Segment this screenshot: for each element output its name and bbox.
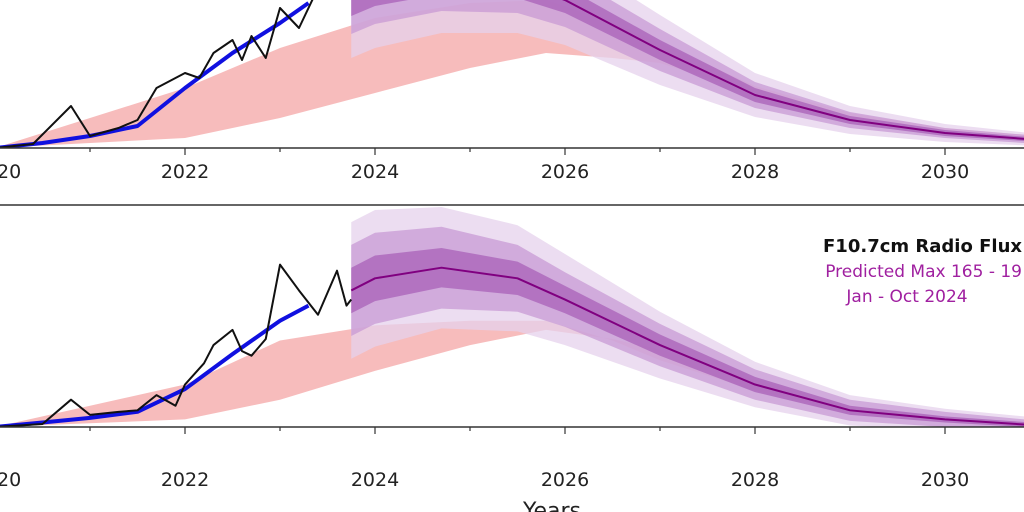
prediction-center-line (562, 0, 1024, 140)
x-tick-label: 2030 (921, 469, 969, 491)
x-tick-label: 2024 (351, 469, 399, 491)
x-axis-label: Years (522, 499, 581, 512)
x-tick-label: 2022 (161, 161, 209, 183)
x-tick-label: 20 (0, 469, 21, 491)
x-tick-label: 2028 (731, 469, 779, 491)
previous-prediction-band (0, 320, 1024, 427)
observed-monthly-line (0, 0, 314, 148)
x-tick-label: 2024 (351, 161, 399, 183)
x-tick-label: 2026 (541, 161, 589, 183)
bottom-panel: 20 2022 2024 2026 2028 2030 (0, 204, 1024, 491)
chart-title: F10.7cm Radio Flux (823, 236, 1022, 257)
prediction-center-line (350, 266, 1024, 426)
top-panel: 20 2022 2024 2026 2028 2030 (0, 0, 1024, 183)
x-tick-label: 2030 (921, 161, 969, 183)
x-tick-label: 2026 (541, 469, 589, 491)
smoothed-observed-line (0, 303, 310, 427)
prediction-band-inner (351, 247, 1024, 427)
chart-subtitle-max: Predicted Max 165 - 19 (825, 262, 1022, 282)
smoothed-observed-line (0, 1, 310, 148)
chart-subtitle-date: Jan - Oct 2024 (845, 287, 967, 307)
observed-monthly-line (0, 263, 353, 427)
x-tick-label: 2022 (161, 469, 209, 491)
previous-prediction-band (0, 0, 1024, 148)
x-tick-label: 20 (0, 161, 21, 183)
prediction-band-inner (351, 0, 1024, 141)
x-tick-label: 2028 (731, 161, 779, 183)
